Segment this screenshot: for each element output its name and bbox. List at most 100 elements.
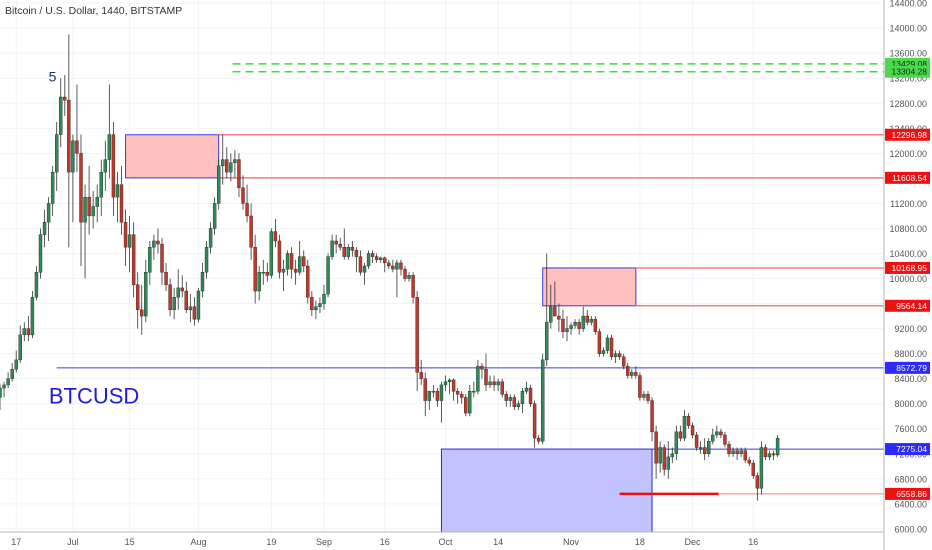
candle[interactable] [306, 259, 310, 304]
candle-body[interactable] [524, 387, 529, 392]
candle-body[interactable] [168, 284, 172, 311]
candle[interactable] [95, 184, 99, 223]
candle-body[interactable] [646, 394, 650, 401]
candle[interactable] [358, 250, 363, 276]
candle[interactable] [6, 372, 10, 389]
candle-body[interactable] [613, 353, 618, 357]
candle[interactable] [739, 447, 743, 457]
candle-body[interactable] [293, 268, 298, 273]
candle-body[interactable] [476, 365, 480, 392]
candle[interactable] [662, 444, 666, 476]
candle-body[interactable] [617, 353, 622, 357]
candle[interactable] [536, 434, 541, 445]
candle[interactable] [318, 297, 322, 313]
candle[interactable] [646, 391, 650, 404]
candle-body[interactable] [682, 416, 687, 439]
candle-body[interactable] [233, 159, 237, 163]
candle-body[interactable] [443, 381, 448, 386]
candle-body[interactable] [38, 234, 43, 273]
candle[interactable] [196, 287, 201, 323]
candle-body[interactable] [468, 390, 472, 414]
candle[interactable] [581, 306, 585, 332]
candle-body[interactable] [156, 240, 160, 245]
candle[interactable] [743, 447, 747, 464]
candle[interactable] [569, 322, 573, 335]
candle-body[interactable] [208, 228, 213, 248]
candle-body[interactable] [200, 272, 205, 292]
candle-body[interactable] [310, 297, 314, 311]
candle-body[interactable] [520, 390, 525, 404]
candle-body[interactable] [22, 328, 26, 336]
candle-body[interactable] [516, 403, 521, 408]
candle[interactable] [46, 197, 51, 241]
candle[interactable] [541, 353, 545, 445]
candle[interactable] [775, 434, 780, 457]
candle[interactable] [99, 159, 103, 216]
candle-body[interactable] [719, 431, 723, 436]
candle[interactable] [176, 269, 180, 310]
candle-body[interactable] [407, 275, 411, 279]
candle[interactable] [682, 409, 687, 442]
candle[interactable] [670, 447, 674, 464]
candle-body[interactable] [237, 159, 241, 188]
candle[interactable] [711, 428, 715, 445]
candle[interactable] [496, 378, 500, 392]
candle[interactable] [666, 441, 670, 479]
candle[interactable] [249, 203, 253, 260]
candle-body[interactable] [119, 184, 124, 223]
candle-body[interactable] [273, 231, 278, 242]
candle[interactable] [561, 309, 565, 338]
candle[interactable] [411, 272, 415, 304]
candle-body[interactable] [549, 306, 553, 323]
candle-body[interactable] [107, 134, 112, 160]
candle[interactable] [731, 447, 735, 457]
candle-body[interactable] [763, 447, 768, 458]
candle-body[interactable] [565, 328, 569, 332]
candle-body[interactable] [34, 272, 39, 298]
candle-body[interactable] [172, 297, 176, 311]
candle[interactable] [747, 456, 751, 467]
candle[interactable] [642, 391, 646, 401]
candle-body[interactable] [135, 284, 140, 311]
candle-body[interactable] [115, 184, 120, 198]
candle-body[interactable] [59, 96, 63, 135]
candle-body[interactable] [771, 453, 776, 456]
candle[interactable] [565, 316, 569, 342]
candle-body[interactable] [265, 272, 269, 276]
candle-body[interactable] [192, 306, 197, 320]
candle-body[interactable] [541, 359, 545, 442]
candle-body[interactable] [180, 287, 184, 292]
candle[interactable] [42, 209, 47, 248]
candle-body[interactable] [152, 240, 156, 248]
candle-body[interactable] [403, 268, 407, 279]
candle[interactable] [261, 259, 265, 285]
candle-body[interactable] [79, 153, 83, 223]
candle-body[interactable] [775, 437, 780, 456]
candle[interactable] [447, 378, 452, 395]
candle-body[interactable] [257, 272, 261, 292]
candle[interactable] [314, 300, 318, 320]
candle[interactable] [2, 381, 6, 398]
candle-body[interactable] [285, 253, 290, 270]
candle[interactable] [451, 378, 456, 401]
candle-body[interactable] [379, 257, 383, 260]
candle[interactable] [383, 256, 387, 273]
candle[interactable] [156, 228, 160, 254]
candle-body[interactable] [686, 416, 691, 426]
candle-body[interactable] [26, 328, 31, 336]
candle[interactable] [601, 347, 606, 357]
candle[interactable] [654, 425, 658, 479]
candle[interactable] [91, 190, 95, 229]
candle-body[interactable] [83, 196, 87, 223]
candle-body[interactable] [196, 290, 201, 320]
candle[interactable] [334, 234, 338, 254]
candle[interactable] [326, 253, 330, 298]
candle-body[interactable] [589, 319, 593, 323]
candle-body[interactable] [573, 322, 577, 326]
candle[interactable] [528, 384, 533, 407]
candle-body[interactable] [512, 397, 517, 408]
candle-body[interactable] [399, 262, 403, 270]
candle-body[interactable] [221, 159, 225, 167]
candle[interactable] [168, 278, 172, 317]
candle[interactable] [374, 253, 379, 263]
